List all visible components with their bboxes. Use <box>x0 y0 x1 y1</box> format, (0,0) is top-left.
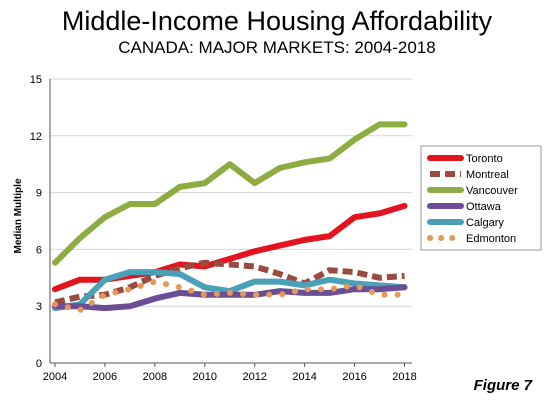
chart-subtitle: CANADA: MAJOR MARKETS: 2004-2018 <box>118 38 436 57</box>
legend-label-ottawa: Ottawa <box>466 201 502 213</box>
x-tick-label: 2016 <box>342 371 366 383</box>
series-lines <box>52 121 408 313</box>
gridlines <box>50 78 412 307</box>
x-tick-label: 2018 <box>392 371 416 383</box>
legend-label-calgary: Calgary <box>466 217 504 229</box>
y-tick-label: 15 <box>30 74 42 86</box>
tick-labels: 0 3 6 9 12 15 2004 2006 2008 2010 2012 2014 2016 2018 <box>30 74 417 383</box>
series-line-vancouver <box>52 121 408 266</box>
legend-label-edmonton: Edmonton <box>466 233 516 245</box>
y-tick-label: 9 <box>36 188 42 200</box>
chart-title: Middle-Income Housing Affordability <box>61 6 493 36</box>
y-tick-label: 6 <box>36 244 42 256</box>
series-line-edmonton <box>52 278 408 313</box>
x-tick-label: 2014 <box>292 371 316 383</box>
x-tick-label: 2004 <box>43 371 67 383</box>
legend-box <box>420 145 542 251</box>
x-tick-label: 2006 <box>93 371 117 383</box>
figure-label: Figure 7 <box>473 377 532 394</box>
series-line-montreal <box>54 259 405 306</box>
y-tick-label: 12 <box>30 131 42 143</box>
axes <box>49 79 412 367</box>
x-tick-label: 2012 <box>242 371 266 383</box>
legend-label-vancouver: Vancouver <box>466 185 518 197</box>
legend: Toronto Montreal Vancouver Ottawa Calgary Edm… <box>420 145 542 251</box>
x-tick-label: 2008 <box>143 371 167 383</box>
y-tick-label: 0 <box>36 358 42 370</box>
legend-label-montreal: Montreal <box>466 169 509 181</box>
legend-label-toronto: Toronto <box>466 153 503 165</box>
x-tick-label: 2010 <box>193 371 217 383</box>
y-axis-label: Median Multiple <box>13 178 24 253</box>
y-tick-label: 3 <box>36 301 42 313</box>
